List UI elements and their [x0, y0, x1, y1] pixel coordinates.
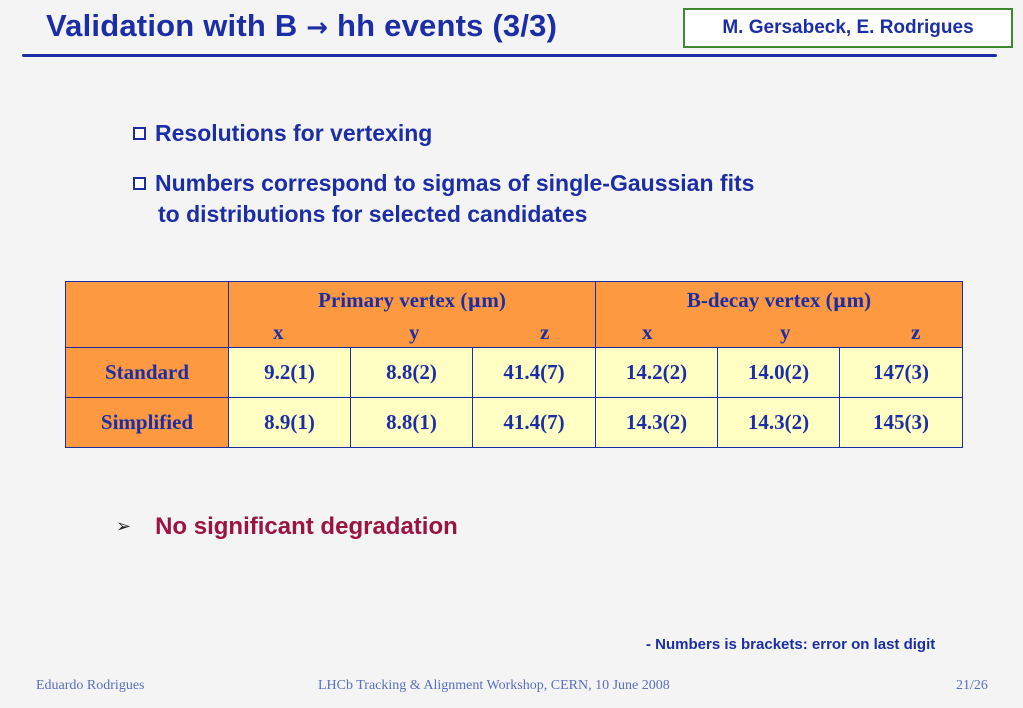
axis-y-label: y — [409, 319, 420, 344]
axis-z-label: z — [911, 319, 921, 344]
group-label: B-decay vertex ( — [686, 287, 833, 312]
checkbox-bullet-icon — [133, 177, 146, 190]
unit-label: μ — [467, 289, 482, 312]
bullet-sigmas: Numbers correspond to sigmas of single-G… — [133, 168, 754, 230]
axis-y-label: y — [780, 319, 791, 344]
value-cell: 14.2(2) — [595, 347, 718, 398]
footer-author: Eduardo Rodrigues — [36, 678, 145, 693]
bullet-text: Resolutions for vertexing — [155, 120, 433, 146]
footer-event: LHCb Tracking & Alignment Workshop, CERN… — [318, 678, 670, 693]
table-header-row: Primary vertex (μm) x y z B-decay vertex… — [65, 281, 963, 348]
value-cell: 41.4(7) — [472, 397, 596, 448]
bullet-text-line2: to distributions for selected candidates — [158, 201, 588, 227]
b-decay-vertex-header: B-decay vertex (μm) x y z — [595, 281, 963, 348]
title-suffix: hh events (3/3) — [328, 8, 558, 43]
value-cell: 14.0(2) — [717, 347, 840, 398]
row-label: Standard — [65, 347, 229, 398]
value-cell: 9.2(1) — [228, 347, 351, 398]
bullet-text-line1: Numbers correspond to sigmas of single-G… — [155, 170, 755, 196]
group-label-suffix: m) — [846, 287, 872, 312]
axis-z-label: z — [540, 319, 550, 344]
value-cell: 145(3) — [839, 397, 963, 448]
conclusion: ➢ No significant degradation — [116, 513, 458, 541]
bullet-resolutions: Resolutions for vertexing — [133, 118, 432, 149]
authors-box: M. Gersabeck, E. Rodrigues — [683, 8, 1013, 48]
primary-vertex-header: Primary vertex (μm) x y z — [228, 281, 596, 348]
value-cell: 8.8(1) — [350, 397, 473, 448]
slide-title: Validation with B → hh events (3/3) — [46, 8, 557, 44]
value-cell: 41.4(7) — [472, 347, 596, 398]
footer-page-number: 21/26 — [956, 678, 988, 693]
table-row: Standard 9.2(1) 8.8(2) 41.4(7) 14.2(2) 1… — [65, 347, 963, 398]
axis-x-label: x — [642, 319, 653, 344]
table-row: Simplified 8.9(1) 8.8(1) 41.4(7) 14.3(2)… — [65, 397, 963, 448]
value-cell: 8.9(1) — [228, 397, 351, 448]
value-cell: 8.8(2) — [350, 347, 473, 398]
right-arrow-icon: → — [306, 13, 329, 43]
table-corner-cell — [65, 281, 229, 348]
conclusion-text: No significant degradation — [155, 513, 458, 540]
unit-label: μ — [832, 289, 847, 312]
footnote: - Numbers is brackets: error on last dig… — [646, 636, 936, 653]
arrow-bullet-icon: ➢ — [116, 516, 132, 537]
title-underline — [22, 54, 997, 57]
title-prefix: Validation with B — [46, 8, 307, 43]
group-label-suffix: m) — [481, 287, 506, 312]
value-cell: 147(3) — [839, 347, 963, 398]
group-label: Primary vertex ( — [318, 287, 468, 312]
value-cell: 14.3(2) — [595, 397, 718, 448]
resolution-table: Primary vertex (μm) x y z B-decay vertex… — [65, 281, 963, 448]
axis-x-label: x — [273, 319, 284, 344]
row-label: Simplified — [65, 397, 229, 448]
checkbox-bullet-icon — [133, 127, 146, 140]
value-cell: 14.3(2) — [717, 397, 840, 448]
